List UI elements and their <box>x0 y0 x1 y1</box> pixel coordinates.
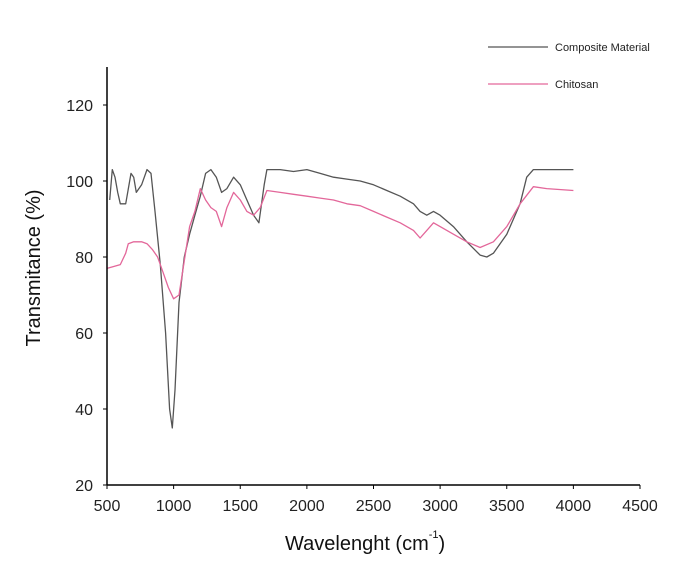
y-tick-label: 100 <box>66 174 93 191</box>
legend: Composite Material Chitosan <box>488 42 650 91</box>
x-axis-label: Wavelenght (cm-1) <box>285 529 445 555</box>
y-tick-label: 20 <box>75 478 93 495</box>
x-tick-label: 1000 <box>156 498 192 515</box>
axes <box>106 67 640 486</box>
x-tick-label: 4000 <box>556 498 592 515</box>
x-tick-label: 2500 <box>356 498 392 515</box>
x-tick-label: 1500 <box>222 498 258 515</box>
legend-label: Composite Material <box>555 42 650 54</box>
x-tick-label: 3500 <box>489 498 525 515</box>
y-tick-label: 80 <box>75 250 93 267</box>
y-tick-label: 40 <box>75 402 93 419</box>
series-line-composite-material <box>109 168 574 429</box>
x-tick-label: 3000 <box>422 498 458 515</box>
y-axis-label: Transmitance (%) <box>23 189 45 346</box>
y-tick-label: 60 <box>75 326 93 343</box>
legend-label: Chitosan <box>555 79 598 91</box>
plot-area <box>106 168 574 429</box>
y-tick-label: 120 <box>66 98 93 115</box>
y-ticks: 20 40 60 80 100 120 <box>66 98 107 495</box>
x-tick-label: 2000 <box>289 498 325 515</box>
x-tick-label: 4500 <box>622 498 658 515</box>
x-ticks: 500 1000 1500 2000 2500 3000 3500 4000 4500 <box>94 485 658 515</box>
series-line-chitosan <box>106 186 574 300</box>
x-tick-label: 500 <box>94 498 121 515</box>
